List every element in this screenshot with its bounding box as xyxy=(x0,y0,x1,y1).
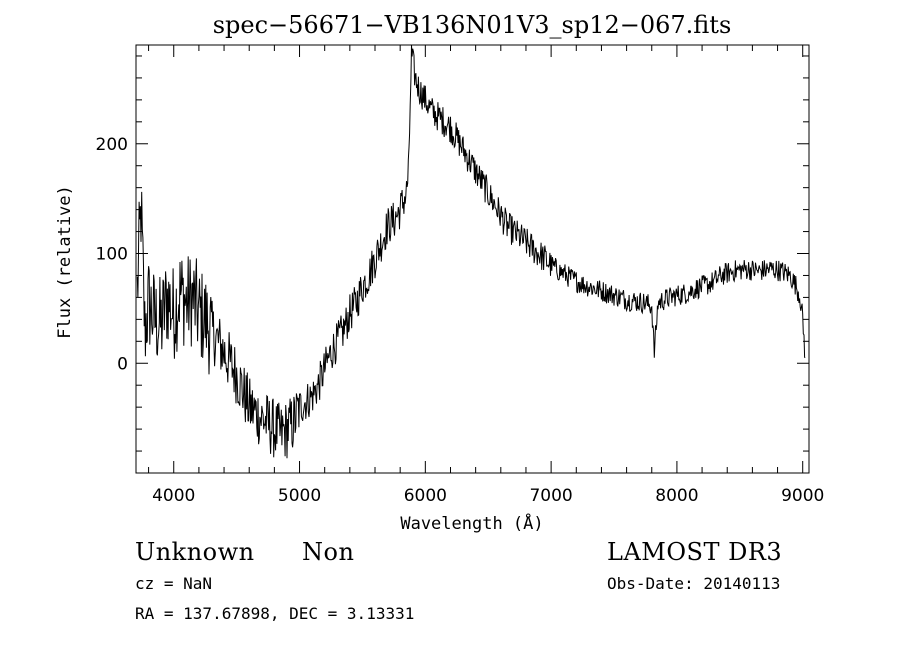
x-tick-label: 9000 xyxy=(781,486,824,506)
obs-date-text: Obs-Date: 20140113 xyxy=(607,574,781,593)
x-tick-label: 6000 xyxy=(404,486,447,506)
x-tick-label: 5000 xyxy=(278,486,321,506)
y-axis-label: Flux (relative) xyxy=(55,185,75,339)
chart-title: spec−56671−VB136N01V3_sp12−067.fits xyxy=(213,11,732,39)
x-axis-label: Wavelength (Å) xyxy=(400,512,543,534)
spectrum-series-line xyxy=(136,44,806,459)
axis-ticks xyxy=(136,45,809,473)
object-class: Unknown xyxy=(135,538,255,566)
x-tick-label: 7000 xyxy=(529,486,572,506)
x-tick-label: 4000 xyxy=(152,486,195,506)
coordinates-text: RA = 137.67898, DEC = 3.13331 xyxy=(135,604,415,623)
y-tick-label: 0 xyxy=(117,354,128,374)
redshift-text: cz = NaN xyxy=(135,574,213,593)
y-tick-label: 200 xyxy=(96,135,128,155)
y-tick-label: 100 xyxy=(96,245,128,265)
survey-label: LAMOST DR3 xyxy=(607,538,783,566)
object-subclass: Non xyxy=(302,538,355,566)
plot-frame xyxy=(135,44,810,474)
x-tick-label: 8000 xyxy=(655,486,698,506)
axis-tick-labels: 4000 5000 6000 7000 8000 9000 0 100 200 xyxy=(96,135,825,506)
